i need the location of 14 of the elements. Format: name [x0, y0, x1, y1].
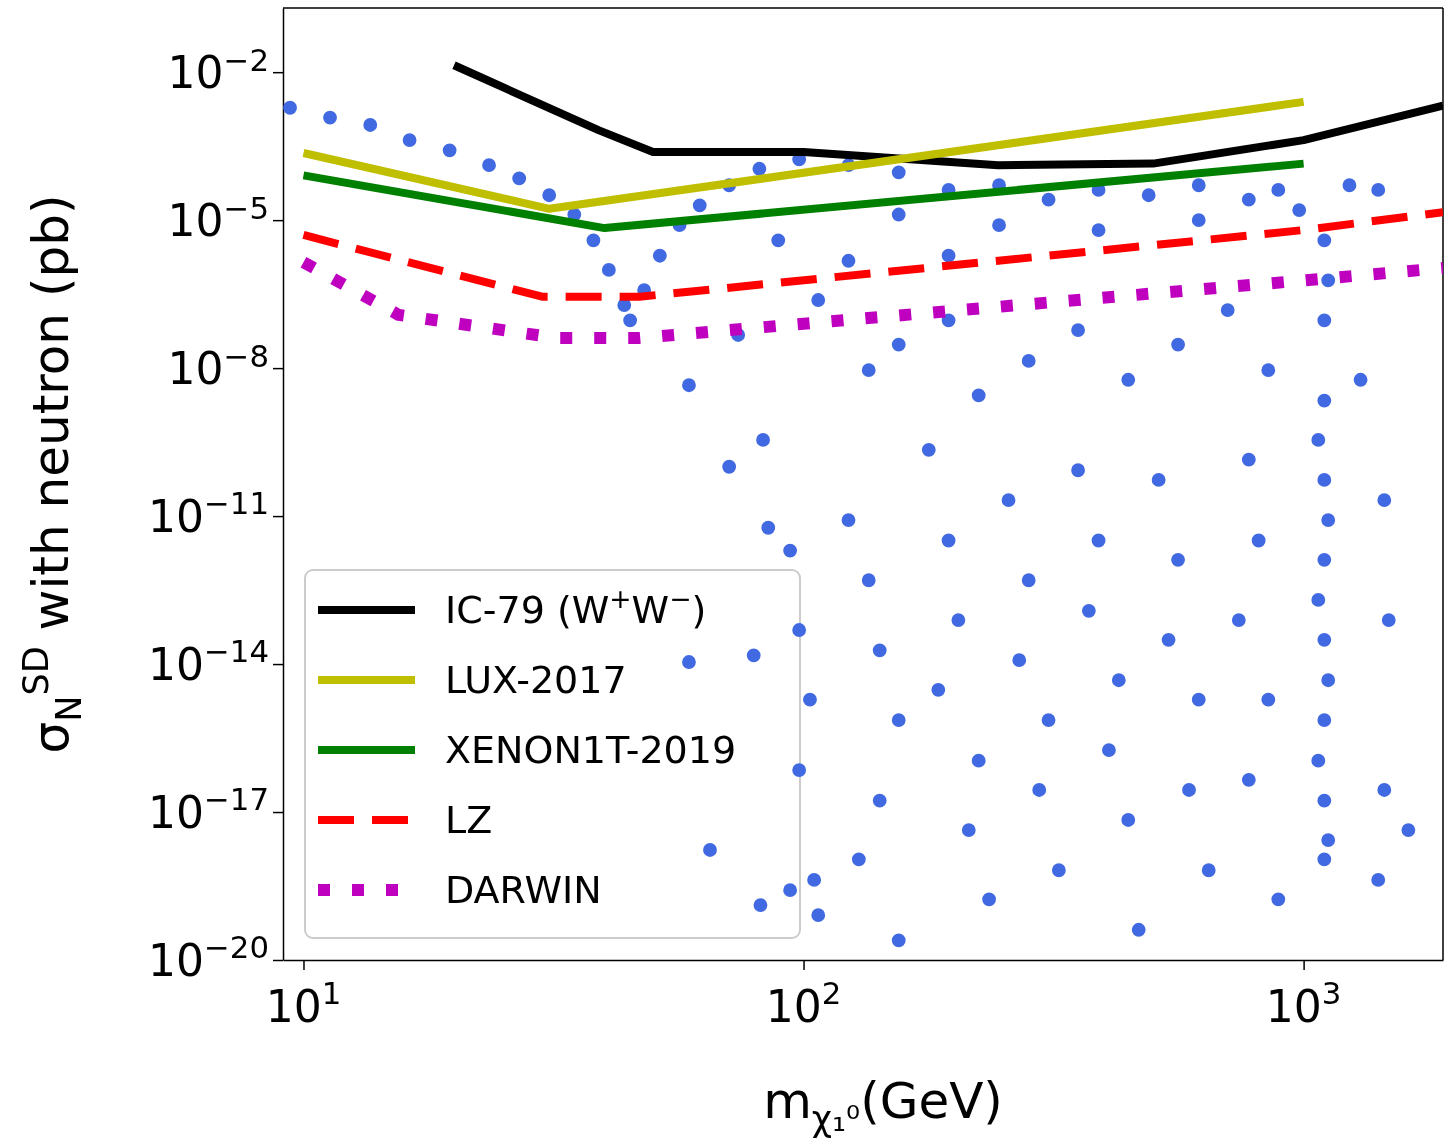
- x-axis-title: m$_{χ₁⁰}$(GeV): [763, 1072, 1003, 1139]
- y-tick-label: 10$^{−11}$: [148, 485, 269, 543]
- x-tick-label: 10$^{2}$: [765, 975, 842, 1032]
- y-tick-label: 10$^{−5}$: [167, 189, 269, 247]
- y-tick-label: 10$^{−2}$: [167, 41, 269, 99]
- legend-label: LZ: [445, 798, 493, 842]
- y-tick-label: 10$^{−17}$: [148, 781, 269, 839]
- legend-label: DARWIN: [445, 868, 602, 912]
- legend-label: XENON1T-2019: [445, 728, 737, 772]
- x-tick-label: 10$^{3}$: [1265, 975, 1342, 1032]
- legend-label: LUX-2017: [445, 658, 627, 702]
- y-tick-label: 10$^{−8}$: [167, 337, 269, 395]
- legend-label: IC-79 (W$^{+}$W$^{−}$): [445, 582, 707, 632]
- y-tick-label: 10$^{−14}$: [148, 633, 269, 691]
